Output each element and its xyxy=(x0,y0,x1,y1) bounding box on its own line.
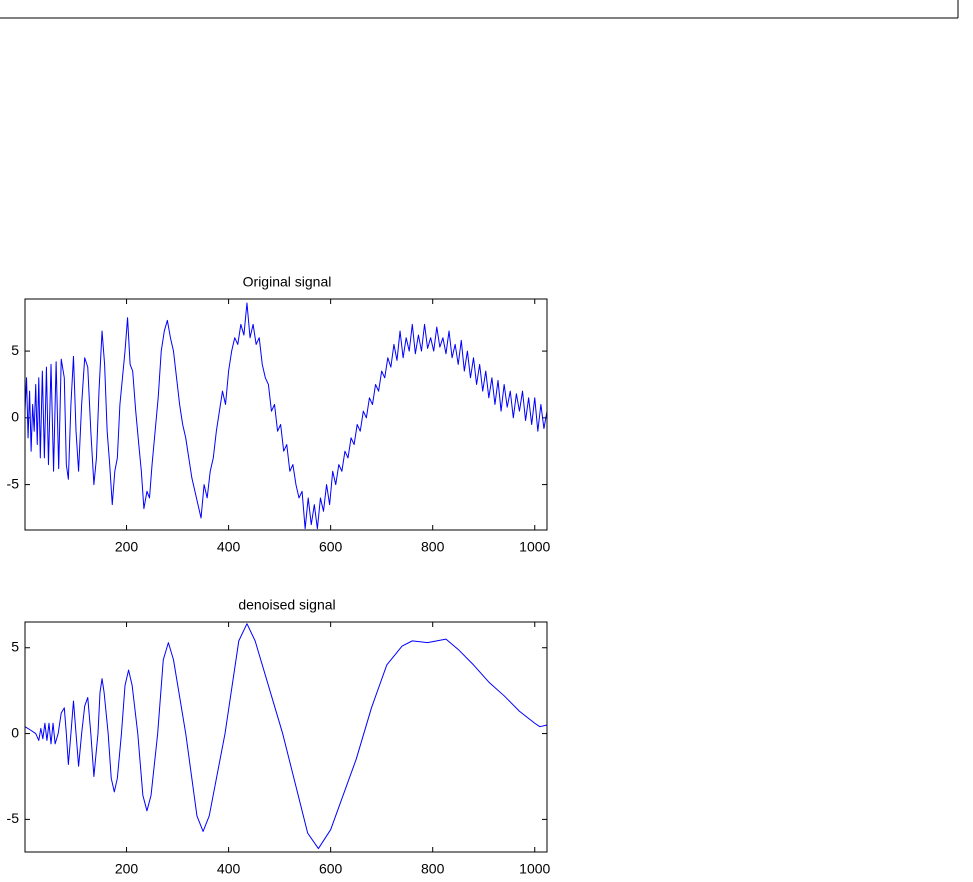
chart-title: Original signal xyxy=(243,274,332,290)
x-tick-label: 1000 xyxy=(519,861,550,877)
signal-line xyxy=(24,623,548,850)
axes-frame xyxy=(24,621,548,853)
x-tick-label: 600 xyxy=(319,861,343,877)
y-tick-label: 5 xyxy=(11,638,19,654)
x-tick-label: 200 xyxy=(115,539,139,555)
plot-area xyxy=(25,299,547,530)
x-tick-label: 1000 xyxy=(519,539,550,555)
x-tick-label: 400 xyxy=(217,861,241,877)
axes-frame xyxy=(24,298,548,531)
y-tick-label: 0 xyxy=(11,409,19,425)
y-tick-label: -5 xyxy=(7,810,20,826)
chart-title: denoised signal xyxy=(238,597,335,613)
x-tick-label: 800 xyxy=(421,861,445,877)
x-tick-label: 400 xyxy=(217,539,241,555)
y-tick-label: -5 xyxy=(7,475,20,491)
x-tick-label: 200 xyxy=(115,861,139,877)
plot-area xyxy=(25,622,547,852)
y-tick-label: 0 xyxy=(11,724,19,740)
x-tick-label: 600 xyxy=(319,539,343,555)
x-tick-label: 800 xyxy=(421,539,445,555)
signal-line xyxy=(24,302,548,530)
y-tick-label: 5 xyxy=(11,342,19,358)
